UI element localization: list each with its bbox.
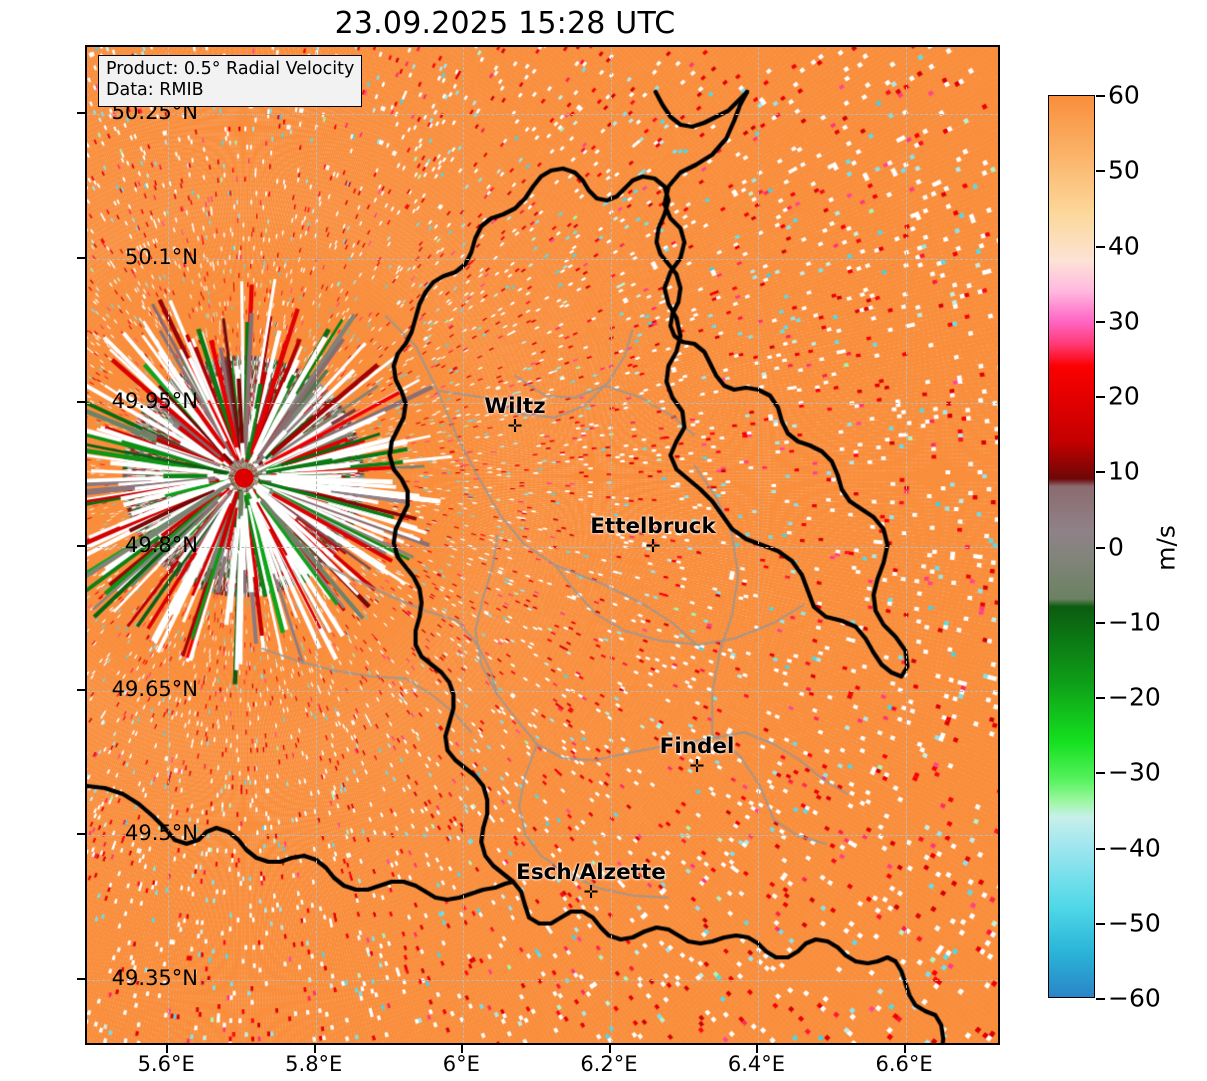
- radar-site-marker: [234, 468, 254, 488]
- colorbar-tick-label: 30: [1108, 306, 1140, 336]
- colorbar-tick-label: −20: [1108, 682, 1161, 712]
- y-axis-label: 49.5°N: [125, 821, 198, 846]
- product-line: Product: 0.5° Radial Velocity: [106, 59, 355, 79]
- gridline-horizontal: [87, 691, 998, 693]
- gridline-vertical: [315, 47, 317, 1043]
- colorbar-tick: [1096, 772, 1105, 775]
- colorbar-tick-label: 60: [1108, 80, 1140, 110]
- x-axis-label: 5.8°E: [285, 1052, 343, 1076]
- x-axis-tick: [904, 1045, 907, 1053]
- x-axis-tick: [608, 1045, 611, 1053]
- gridline-horizontal: [87, 258, 998, 260]
- colorbar-tick-label: 0: [1108, 532, 1124, 561]
- gridline-horizontal: [87, 979, 998, 981]
- radar-velocity-field: [87, 47, 998, 1043]
- y-axis-tick: [77, 689, 85, 692]
- y-axis-tick: [77, 400, 85, 403]
- x-axis-label: 6°E: [442, 1052, 480, 1076]
- colorbar-tick: [1096, 320, 1105, 323]
- colorbar-tick-label: −60: [1108, 983, 1161, 1013]
- colorbar-tick: [1096, 546, 1105, 549]
- colorbar-tick: [1096, 170, 1105, 173]
- colorbar-tick-label: 20: [1108, 381, 1140, 411]
- y-axis-tick: [77, 545, 85, 547]
- gridline-vertical: [758, 47, 760, 1043]
- y-axis-label: 49.35°N: [111, 965, 198, 990]
- gridline-horizontal: [87, 835, 998, 837]
- gridline-horizontal: [87, 402, 998, 404]
- gridline-vertical: [610, 47, 612, 1043]
- y-axis-label: 50.1°N: [125, 244, 198, 269]
- x-axis-tick: [461, 1045, 464, 1053]
- radar-plot-area[interactable]: Wiltz ✛ Ettelbruck ✛ Findel ✛ Esch/Alzette ✛ Pr…: [85, 45, 1000, 1045]
- gridline-vertical: [463, 47, 465, 1043]
- y-axis-tick: [77, 833, 85, 836]
- colorbar-tick: [1096, 245, 1105, 248]
- colorbar-gradient: [1049, 96, 1094, 997]
- x-axis-label: 6.4°E: [727, 1052, 786, 1076]
- data-source-line: Data: RMIB: [106, 80, 204, 101]
- colorbar-tick-label: −30: [1108, 757, 1161, 787]
- colorbar-title: m/s: [1151, 525, 1181, 571]
- colorbar-tick-label: 40: [1108, 231, 1140, 260]
- colorbar-tick: [1096, 697, 1105, 699]
- gridline-vertical: [906, 47, 908, 1043]
- colorbar-tick: [1096, 847, 1105, 850]
- gridline-horizontal: [87, 114, 998, 116]
- y-axis-label: 49.8°N: [125, 533, 198, 557]
- colorbar-tick-label: 10: [1108, 456, 1140, 486]
- x-axis-label: 5.6°E: [137, 1052, 195, 1076]
- gridline-vertical: [168, 47, 170, 1043]
- colorbar-tick: [1096, 621, 1105, 624]
- colorbar-tick-label: 50: [1108, 155, 1140, 185]
- page-title: 23.09.2025 15:28 UTC: [334, 6, 676, 41]
- colorbar-tick: [1096, 95, 1105, 97]
- colorbar-tick: [1096, 922, 1105, 925]
- product-info-box: Product: 0.5° Radial Velocity Data: RMIB: [98, 55, 363, 107]
- gridline-horizontal: [87, 547, 998, 548]
- x-axis-tick: [166, 1045, 169, 1053]
- colorbar-tick-label: −10: [1108, 607, 1161, 637]
- x-axis-label: 6.2°E: [580, 1052, 638, 1076]
- y-axis-label: 49.95°N: [111, 388, 198, 413]
- x-axis-tick: [313, 1045, 316, 1053]
- colorbar-tick: [1096, 396, 1105, 398]
- x-axis-tick: [756, 1045, 759, 1053]
- colorbar-tick: [1096, 471, 1105, 474]
- y-axis-tick: [77, 256, 85, 259]
- x-axis-label: 6.6°E: [875, 1052, 933, 1076]
- colorbar-tick-label: −40: [1108, 833, 1161, 862]
- y-axis-label: 49.65°N: [111, 677, 198, 702]
- colorbar-tick-label: −50: [1108, 908, 1161, 938]
- velocity-colorbar[interactable]: [1048, 95, 1095, 998]
- colorbar-tick: [1096, 998, 1105, 1000]
- y-axis-tick: [77, 977, 85, 980]
- y-axis-tick: [77, 112, 85, 115]
